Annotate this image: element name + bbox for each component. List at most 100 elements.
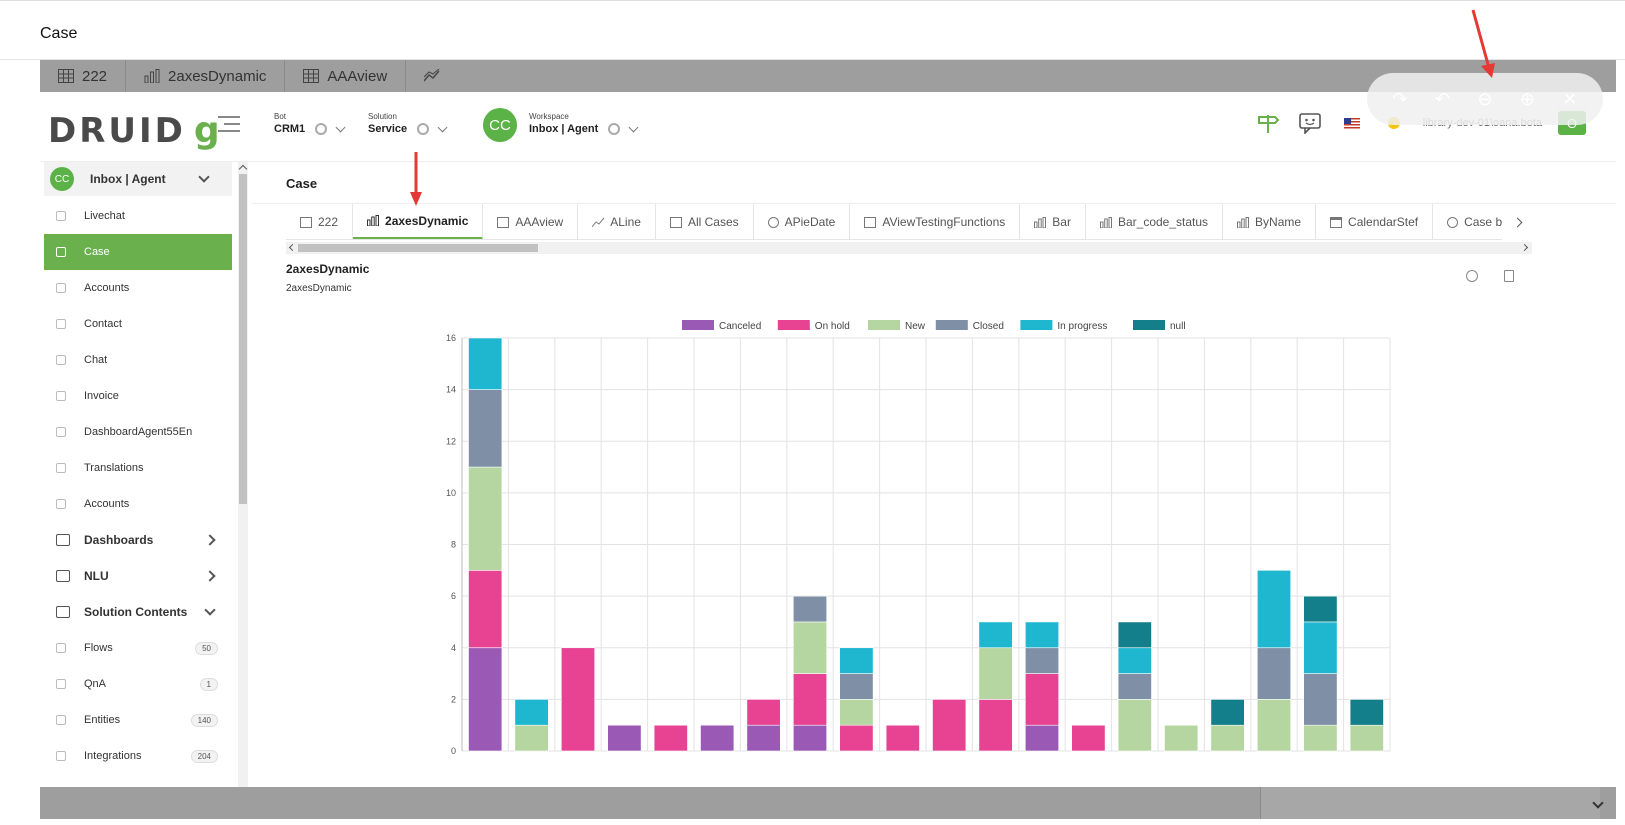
sidebar-item-dashboardagent55en[interactable]: DashboardAgent55En (44, 414, 232, 450)
sidebar-item-translations[interactable]: Translations (44, 450, 232, 486)
tab-case-by[interactable]: Case by (1433, 204, 1502, 239)
scrollbar-thumb[interactable] (298, 244, 538, 252)
workspace-selector[interactable]: Workspace Inbox | Agent (529, 112, 639, 135)
sidebar-item-livechat[interactable]: Livechat (44, 198, 232, 234)
legend-swatch (1020, 320, 1053, 330)
scroll-right-icon[interactable] (1520, 243, 1529, 252)
gear-icon[interactable] (417, 123, 430, 135)
sidebar-item-invoice[interactable]: Invoice (44, 378, 232, 414)
tab-calendarstef[interactable]: CalendarStef (1316, 204, 1434, 239)
flag-us-icon[interactable] (1339, 110, 1365, 136)
tab-222[interactable]: 222 (286, 204, 354, 239)
bar-segment-new (839, 699, 874, 726)
bottom-panel (1260, 787, 1600, 819)
tab-2axesdynamic[interactable]: 2axesDynamic (353, 204, 484, 239)
tab-byname[interactable]: ByName (1223, 204, 1317, 239)
chat-bot-icon[interactable] (1297, 110, 1323, 136)
chart-header: 2axesDynamic 2axesDynamic (286, 262, 369, 294)
sidebar-item-label: Contact (84, 318, 122, 330)
table-icon (864, 216, 877, 228)
sidebar-item-flows[interactable]: Flows 50 (44, 630, 232, 666)
refresh-icon[interactable] (1466, 270, 1478, 282)
annotation-arrow (1471, 9, 1495, 78)
app-header: DRUID g Bot CRM1 Solution Service CC Wor… (40, 92, 1616, 162)
logo-text: DRUID (48, 110, 186, 151)
redo-icon[interactable]: ↷ (1392, 88, 1408, 109)
bar-segment-closed (468, 389, 503, 468)
sidebar-agent-selector[interactable]: CC Inbox | Agent (44, 162, 232, 196)
legend-label: In progress (1057, 321, 1107, 332)
entity-icon (56, 283, 66, 293)
dashboard-icon (56, 427, 66, 437)
solution-selector[interactable]: Solution Service (368, 112, 448, 135)
tab-aline[interactable]: ALine (578, 204, 656, 239)
tab-aaaview[interactable]: AAAview (483, 204, 579, 239)
signpost-icon[interactable] (1255, 110, 1281, 136)
document-icon[interactable] (1504, 270, 1514, 282)
sidebar-item-label: Invoice (84, 390, 119, 402)
sidebar-item-label: Accounts (84, 498, 130, 510)
bar-segment-new (978, 647, 1013, 700)
chevron-down-icon[interactable] (628, 122, 639, 132)
scrollbar-thumb[interactable] (239, 174, 247, 504)
chevron-down-icon (204, 604, 216, 616)
outer-tab-aline[interactable] (406, 60, 458, 92)
outer-tab-222[interactable]: 222 (40, 60, 127, 92)
sidebar-item-case[interactable]: Case (44, 234, 232, 270)
sidebar-item-label: QnA (84, 678, 107, 690)
bar-segment-in-progress (1024, 621, 1060, 649)
bar-segment-closed (1256, 647, 1292, 700)
scroll-up-icon[interactable] (238, 164, 248, 174)
page-title: Case (40, 25, 78, 42)
tab-label: APieDate (784, 215, 836, 229)
bar-segment-on-hold (932, 699, 967, 752)
bot-selector[interactable]: Bot CRM1 (274, 112, 346, 135)
sidebar-item-entities[interactable]: Entities 140 (44, 702, 232, 738)
gear-icon[interactable] (315, 123, 328, 135)
outer-tab-aaaview[interactable]: AAAview (285, 60, 407, 92)
sidebar-item-qna[interactable]: QnA 1 (44, 666, 232, 702)
close-icon[interactable]: ✕ (1562, 88, 1578, 109)
sidebar-item-chat[interactable]: Chat (44, 342, 232, 378)
tab-bar-code-status[interactable]: Bar_code_status (1086, 204, 1224, 239)
tab-all-cases[interactable]: All Cases (656, 204, 754, 239)
sidebar-group-nlu[interactable]: NLU (44, 558, 232, 594)
tabs-horizontal-scrollbar[interactable] (286, 242, 1532, 254)
sidebar-scrollbar[interactable] (238, 162, 248, 787)
tabs-scroll-right-button[interactable] (1502, 204, 1532, 240)
main-title-bar: Case (252, 162, 1616, 204)
scroll-left-icon[interactable] (288, 243, 297, 252)
entity-icon (56, 247, 66, 257)
tab-bar[interactable]: Bar (1020, 204, 1086, 239)
bar-segment-closed (1303, 673, 1338, 726)
chevron-down-icon[interactable] (335, 122, 346, 132)
gear-icon[interactable] (608, 123, 621, 135)
undo-icon[interactable]: ↶ (1435, 88, 1451, 109)
bar-segment-on-hold (792, 673, 828, 726)
bar-segment-on-hold (978, 699, 1013, 752)
sidebar-group-solution-contents[interactable]: Solution Contents (44, 594, 232, 630)
sidebar-item-integrations[interactable]: Integrations 204 (44, 738, 232, 774)
outer-tab-2axesdynamic[interactable]: 2axesDynamic (126, 60, 286, 92)
chevron-down-icon[interactable] (437, 122, 448, 132)
outer-tab-label: AAAview (327, 67, 388, 85)
legend-swatch (777, 320, 810, 330)
bar-segment-new (468, 466, 503, 571)
sidebar-group-dashboards[interactable]: Dashboards (44, 522, 232, 558)
avatar: CC (50, 167, 74, 191)
sidebar-item-accounts[interactable]: Accounts (44, 270, 232, 306)
bar-segment-canceled (700, 724, 735, 752)
sidebar-item-accounts-2[interactable]: Accounts (44, 486, 232, 522)
solution-label: Solution (368, 112, 397, 121)
tab-label: CalendarStef (1348, 215, 1419, 229)
zoom-out-icon[interactable]: ⊖ (1477, 88, 1493, 109)
tab-aviewtestingfunctions[interactable]: AViewTestingFunctions (850, 204, 1021, 239)
zoom-in-icon[interactable]: ⊕ (1519, 88, 1535, 109)
tab-apiedate[interactable]: APieDate (754, 204, 851, 239)
menu-toggle-button[interactable] (218, 116, 240, 134)
sidebar-item-contact[interactable]: Contact (44, 306, 232, 342)
tab-label: Case by (1464, 215, 1502, 229)
y-tick-label: 0 (451, 746, 456, 756)
bar-segment-in-progress (1256, 570, 1292, 649)
y-tick-label: 2 (451, 694, 456, 704)
